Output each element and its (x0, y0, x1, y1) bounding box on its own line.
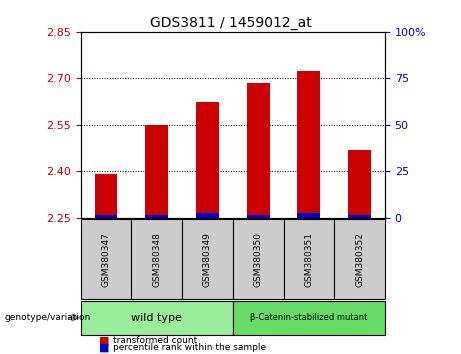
Text: GDS3811 / 1459012_at: GDS3811 / 1459012_at (150, 16, 311, 30)
Bar (297, 213, 320, 218)
Text: GSM380351: GSM380351 (304, 232, 313, 287)
Text: GSM380349: GSM380349 (203, 232, 212, 287)
Bar (297, 70, 320, 218)
Bar (95, 175, 118, 218)
Bar (95, 215, 118, 218)
Text: GSM380347: GSM380347 (101, 232, 111, 287)
Bar (196, 102, 219, 218)
Text: transformed count: transformed count (113, 336, 197, 345)
Text: ■: ■ (99, 336, 110, 346)
Bar (196, 213, 219, 218)
Bar (247, 215, 270, 218)
Text: ■: ■ (99, 343, 110, 353)
Bar (348, 149, 371, 218)
Text: GSM380350: GSM380350 (254, 232, 263, 287)
Bar (145, 215, 168, 218)
Text: GSM380348: GSM380348 (152, 232, 161, 287)
Bar (247, 83, 270, 218)
Text: genotype/variation: genotype/variation (5, 313, 91, 322)
Bar (348, 215, 371, 218)
Text: β-Catenin-stabilized mutant: β-Catenin-stabilized mutant (250, 313, 367, 322)
Bar (145, 125, 168, 218)
Text: percentile rank within the sample: percentile rank within the sample (113, 343, 266, 352)
Text: GSM380352: GSM380352 (355, 232, 364, 287)
Text: wild type: wild type (131, 313, 182, 323)
